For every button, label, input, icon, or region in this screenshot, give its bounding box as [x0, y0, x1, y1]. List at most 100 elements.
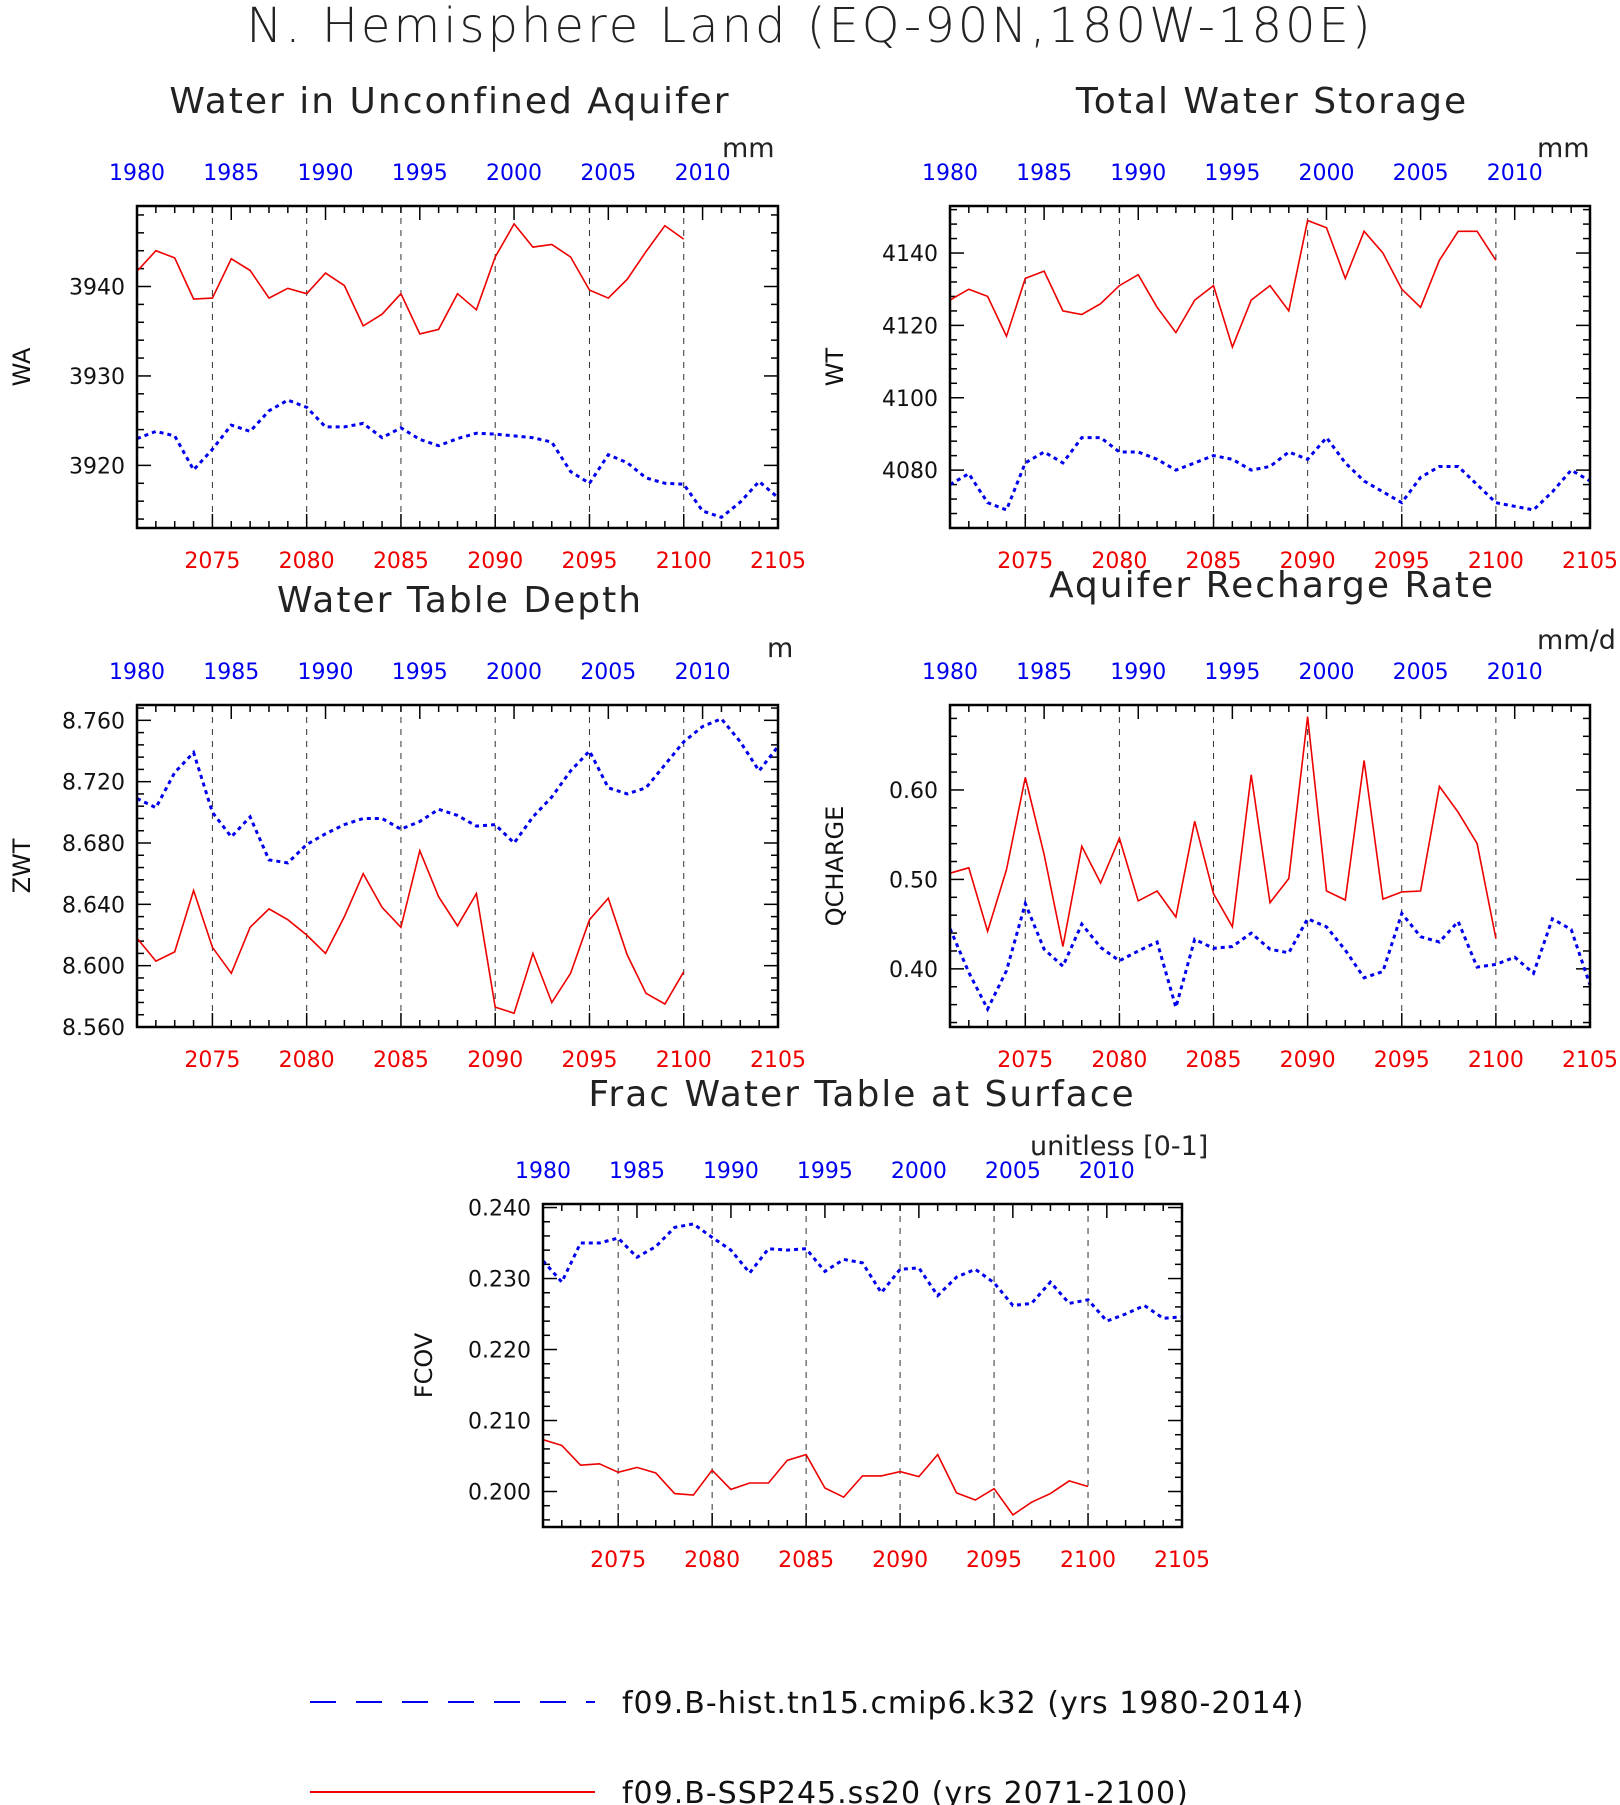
top-tick-label: 2005 — [1393, 660, 1449, 685]
top-tick-label: 2000 — [486, 660, 542, 685]
top-tick-label: 1990 — [1110, 660, 1166, 685]
bottom-tick-label: 2105 — [750, 549, 806, 574]
y-tick-label: 3920 — [69, 454, 125, 479]
legend-label-hist: f09.B-hist.tn15.cmip6.k32 (yrs 1980-2014… — [622, 1686, 1304, 1721]
bottom-tick-label: 2090 — [467, 549, 523, 574]
bottom-tick-label: 2080 — [279, 549, 335, 574]
plot-frame — [948, 703, 1592, 1029]
top-tick-label: 1995 — [797, 1159, 853, 1184]
series-line-ssp — [949, 716, 1497, 947]
bottom-tick-label: 2090 — [1280, 549, 1336, 574]
top-tick-label: 2010 — [1079, 1159, 1135, 1184]
y-tick-label: 4080 — [882, 459, 938, 484]
top-tick-label: 1990 — [703, 1159, 759, 1184]
top-tick-label: 2000 — [1298, 161, 1354, 186]
units-label: mm — [1537, 133, 1590, 164]
top-tick-label: 1990 — [298, 660, 354, 685]
top-tick-label: 2000 — [486, 161, 542, 186]
series-line-hist — [136, 398, 779, 519]
bottom-tick-label: 2095 — [966, 1548, 1022, 1573]
y-tick-label: 8.720 — [62, 771, 125, 796]
y-axis-label: WT — [821, 347, 849, 386]
units-label: mm — [722, 133, 775, 164]
bottom-tick-label: 2080 — [279, 1048, 335, 1073]
bottom-tick-label: 2075 — [590, 1548, 646, 1573]
y-tick-label: 0.40 — [889, 958, 938, 983]
top-tick-label: 2010 — [675, 660, 731, 685]
top-tick-label: 1990 — [1110, 161, 1166, 186]
bottom-tick-label: 2085 — [373, 549, 429, 574]
panel-4: Frac Water Table at Surface unitless [0-1… — [410, 1074, 1210, 1573]
top-tick-label: 1980 — [109, 161, 165, 186]
bottom-tick-label: 2105 — [1562, 549, 1618, 574]
y-tick-label: 8.600 — [62, 955, 125, 980]
top-tick-label: 2000 — [891, 1159, 947, 1184]
panels: Water in Unconfined Aquifer mm 1980 1985 199… — [8, 81, 1618, 1573]
plot-frame — [948, 204, 1592, 530]
y-axis-label: WA — [8, 347, 36, 386]
panel-1: Total Water Storage mm 1980 1985 1990 1995 200… — [821, 81, 1618, 574]
plot-frame — [135, 703, 780, 1029]
series-line-ssp — [949, 219, 1497, 350]
top-tick-label: 1980 — [922, 161, 978, 186]
panel-title: Total Water Storage — [1075, 81, 1468, 122]
bottom-tick-label: 2095 — [1374, 549, 1430, 574]
y-tick-label: 4100 — [882, 387, 938, 412]
bottom-tick-label: 2085 — [1186, 1048, 1242, 1073]
panel-0: Water in Unconfined Aquifer mm 1980 1985 199… — [8, 81, 806, 574]
top-tick-label: 1985 — [203, 161, 259, 186]
y-tick-label: 0.210 — [468, 1410, 531, 1435]
top-tick-label: 1980 — [515, 1159, 571, 1184]
bottom-tick-label: 2075 — [184, 549, 240, 574]
top-tick-label: 1995 — [392, 660, 448, 685]
panel-2: Water Table Depth m 1980 1985 1990 1995 2000 20… — [8, 580, 806, 1073]
bottom-tick-label: 2080 — [1091, 549, 1147, 574]
bottom-tick-label: 2080 — [1091, 1048, 1147, 1073]
top-tick-label: 1990 — [298, 161, 354, 186]
y-axis-label: ZWT — [8, 838, 36, 893]
panel-title: Aquifer Recharge Rate — [1049, 565, 1495, 606]
y-tick-label: 0.50 — [889, 868, 938, 893]
bottom-tick-label: 2075 — [997, 549, 1053, 574]
y-axis-label: QCHARGE — [821, 806, 849, 927]
series-line-hist — [136, 716, 780, 865]
top-tick-label: 1985 — [609, 1159, 665, 1184]
bottom-tick-label: 2105 — [750, 1048, 806, 1073]
panel-title: Frac Water Table at Surface — [588, 1074, 1135, 1115]
y-tick-label: 4120 — [882, 314, 938, 339]
top-tick-label: 2005 — [580, 660, 636, 685]
bottom-tick-label: 2085 — [778, 1548, 834, 1573]
top-tick-label: 1985 — [1016, 161, 1072, 186]
y-tick-label: 0.60 — [889, 779, 938, 804]
bottom-tick-label: 2085 — [373, 1048, 429, 1073]
bottom-tick-label: 2100 — [1060, 1548, 1116, 1573]
y-tick-label: 0.220 — [468, 1339, 531, 1364]
top-tick-label: 2010 — [675, 161, 731, 186]
y-tick-label: 8.680 — [62, 832, 125, 857]
bottom-tick-label: 2100 — [656, 549, 712, 574]
top-tick-label: 2005 — [580, 161, 636, 186]
series-line-ssp — [542, 1438, 1089, 1516]
series-line-hist — [948, 899, 1592, 1013]
plot-frame — [135, 204, 780, 530]
bottom-tick-label: 2080 — [684, 1548, 740, 1573]
series-line-ssp — [136, 222, 685, 335]
y-tick-label: 0.230 — [468, 1268, 531, 1293]
units-label: mm/d — [1537, 625, 1616, 656]
panel-title: Water in Unconfined Aquifer — [169, 81, 730, 122]
top-tick-label: 1980 — [922, 660, 978, 685]
units-label: unitless [0-1] — [1030, 1131, 1208, 1162]
bottom-tick-label: 2075 — [997, 1048, 1053, 1073]
bottom-tick-label: 2105 — [1154, 1548, 1210, 1573]
plot-frame — [541, 1202, 1184, 1529]
top-tick-label: 1995 — [1204, 161, 1260, 186]
top-tick-label: 1985 — [203, 660, 259, 685]
figure-title: N. Hemisphere Land (EQ-90N,180W-180E) — [246, 0, 1373, 54]
bottom-tick-label: 2090 — [872, 1548, 928, 1573]
y-axis-label: FCOV — [410, 1332, 438, 1398]
series-line-ssp — [136, 848, 685, 1015]
y-tick-label: 8.760 — [62, 709, 125, 734]
y-tick-label: 0.200 — [468, 1481, 531, 1506]
bottom-tick-label: 2075 — [184, 1048, 240, 1073]
bottom-tick-label: 2085 — [1186, 549, 1242, 574]
